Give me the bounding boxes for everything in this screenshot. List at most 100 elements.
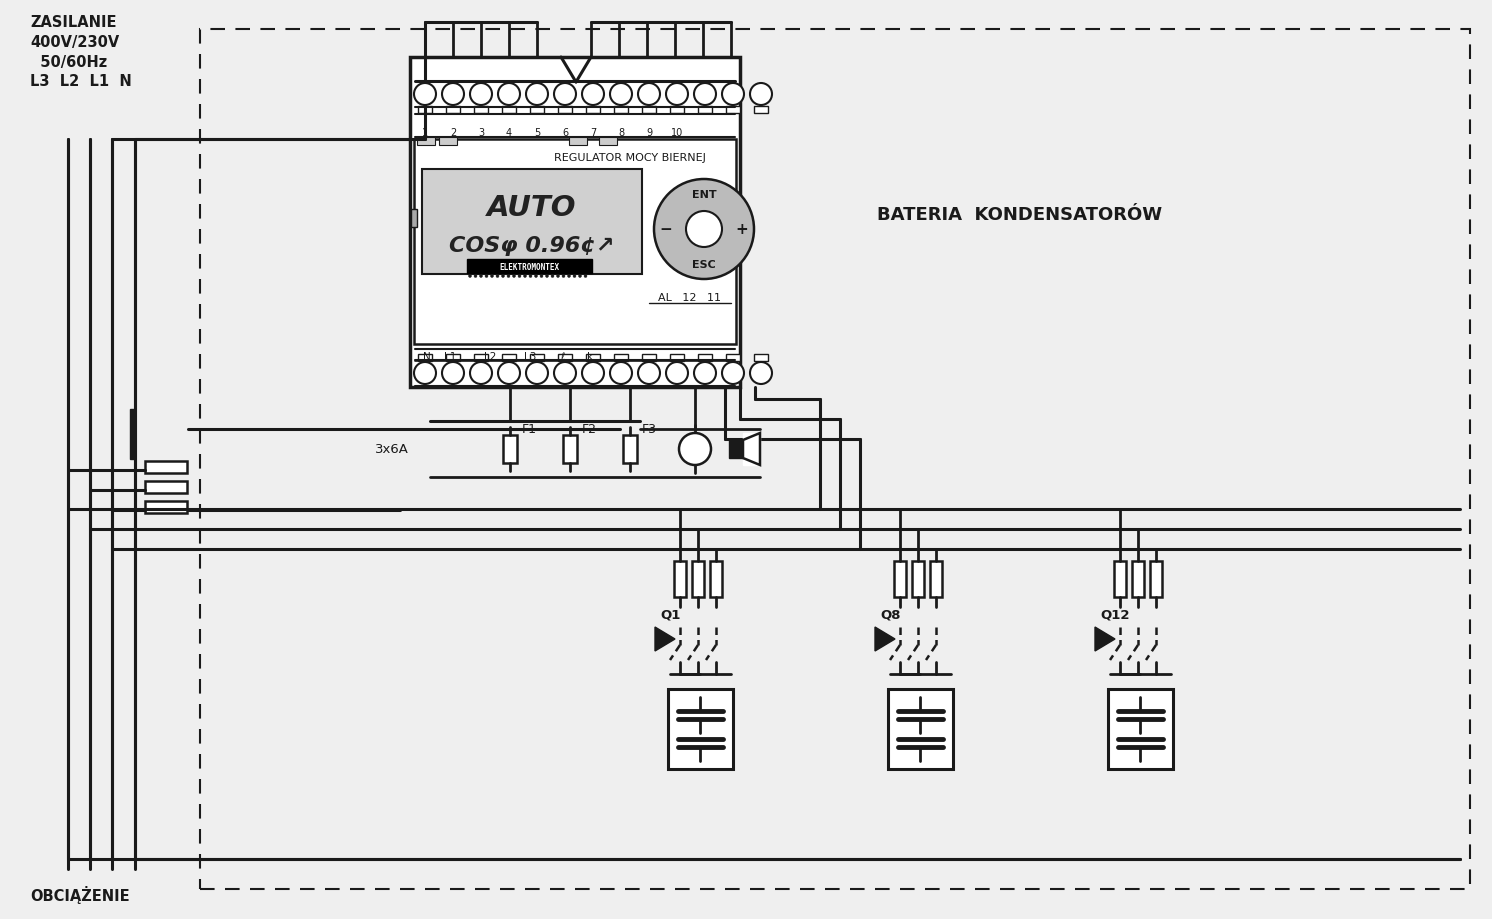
Text: ESC: ESC <box>692 260 716 269</box>
Bar <box>912 562 924 597</box>
Text: 2: 2 <box>451 128 457 138</box>
Text: 7: 7 <box>589 128 597 138</box>
Text: 4: 4 <box>506 128 512 138</box>
Circle shape <box>470 84 492 106</box>
Circle shape <box>546 275 549 278</box>
Circle shape <box>686 211 722 248</box>
Bar <box>530 355 545 361</box>
Circle shape <box>722 363 745 384</box>
Bar <box>562 436 577 463</box>
Circle shape <box>567 275 570 278</box>
Circle shape <box>512 275 516 278</box>
Circle shape <box>413 84 436 106</box>
Circle shape <box>554 363 576 384</box>
Polygon shape <box>730 440 743 459</box>
Text: AUTO: AUTO <box>488 194 577 221</box>
Circle shape <box>653 180 753 279</box>
Circle shape <box>639 84 659 106</box>
Bar <box>503 436 518 463</box>
Polygon shape <box>130 410 134 460</box>
Bar <box>615 107 628 114</box>
Circle shape <box>527 363 548 384</box>
Circle shape <box>474 275 477 278</box>
Circle shape <box>582 84 604 106</box>
Bar <box>418 107 433 114</box>
Text: Q1: Q1 <box>659 607 680 621</box>
Bar <box>467 260 592 274</box>
Bar <box>558 355 571 361</box>
Bar <box>568 138 586 146</box>
Bar <box>422 170 642 275</box>
Circle shape <box>610 363 633 384</box>
Bar <box>530 107 545 114</box>
Text: 6: 6 <box>562 128 568 138</box>
Circle shape <box>665 84 688 106</box>
Text: F1: F1 <box>522 423 537 436</box>
Text: ENT: ENT <box>692 190 716 199</box>
Circle shape <box>485 275 488 278</box>
Circle shape <box>498 363 521 384</box>
Circle shape <box>694 363 716 384</box>
Bar <box>698 107 712 114</box>
Bar <box>410 210 416 228</box>
Bar <box>586 355 600 361</box>
Bar <box>727 107 740 114</box>
Circle shape <box>501 275 504 278</box>
Circle shape <box>554 84 576 106</box>
Circle shape <box>557 275 560 278</box>
Text: ℓ: ℓ <box>560 352 564 361</box>
Text: 8: 8 <box>618 128 624 138</box>
Bar <box>930 562 941 597</box>
Text: 9: 9 <box>646 128 652 138</box>
Circle shape <box>495 275 498 278</box>
Polygon shape <box>1095 628 1115 652</box>
Text: Q12: Q12 <box>1100 607 1129 621</box>
Text: AL   12   11: AL 12 11 <box>658 292 721 302</box>
Bar <box>501 107 516 114</box>
Bar <box>670 107 683 114</box>
Bar <box>674 562 686 597</box>
Circle shape <box>694 84 716 106</box>
Text: +: + <box>736 222 749 237</box>
Circle shape <box>491 275 494 278</box>
Circle shape <box>507 275 510 278</box>
Bar <box>670 355 683 361</box>
Circle shape <box>665 363 688 384</box>
Bar <box>615 355 628 361</box>
Bar <box>753 355 768 361</box>
Circle shape <box>534 275 537 278</box>
Polygon shape <box>743 434 759 466</box>
Circle shape <box>573 275 576 278</box>
Text: ELEKTROMONTEX: ELEKTROMONTEX <box>498 262 560 271</box>
Text: F2: F2 <box>582 423 597 436</box>
Bar <box>410 58 740 388</box>
Bar <box>642 355 656 361</box>
Bar <box>413 140 736 345</box>
Bar <box>145 461 186 473</box>
Bar <box>200 30 1470 889</box>
Circle shape <box>540 275 543 278</box>
Circle shape <box>413 363 436 384</box>
Bar <box>501 355 516 361</box>
Circle shape <box>639 363 659 384</box>
Bar <box>145 482 186 494</box>
Bar <box>894 562 906 597</box>
Text: N: N <box>424 352 431 361</box>
Bar <box>446 355 460 361</box>
Text: 3x6A: 3x6A <box>374 443 409 456</box>
Circle shape <box>562 275 565 278</box>
Circle shape <box>527 84 548 106</box>
Circle shape <box>498 84 521 106</box>
Circle shape <box>583 275 586 278</box>
Bar <box>558 107 571 114</box>
Bar <box>446 107 460 114</box>
Polygon shape <box>874 628 895 652</box>
Text: ZASILANIE
400V/230V
  50/60Hz
L3  L2  L1  N: ZASILANIE 400V/230V 50/60Hz L3 L2 L1 N <box>30 15 131 89</box>
Text: F3: F3 <box>642 423 656 436</box>
Circle shape <box>530 275 533 278</box>
Bar <box>668 689 733 769</box>
Bar <box>439 138 457 146</box>
Polygon shape <box>743 434 759 466</box>
Bar <box>1109 689 1173 769</box>
Bar <box>642 107 656 114</box>
